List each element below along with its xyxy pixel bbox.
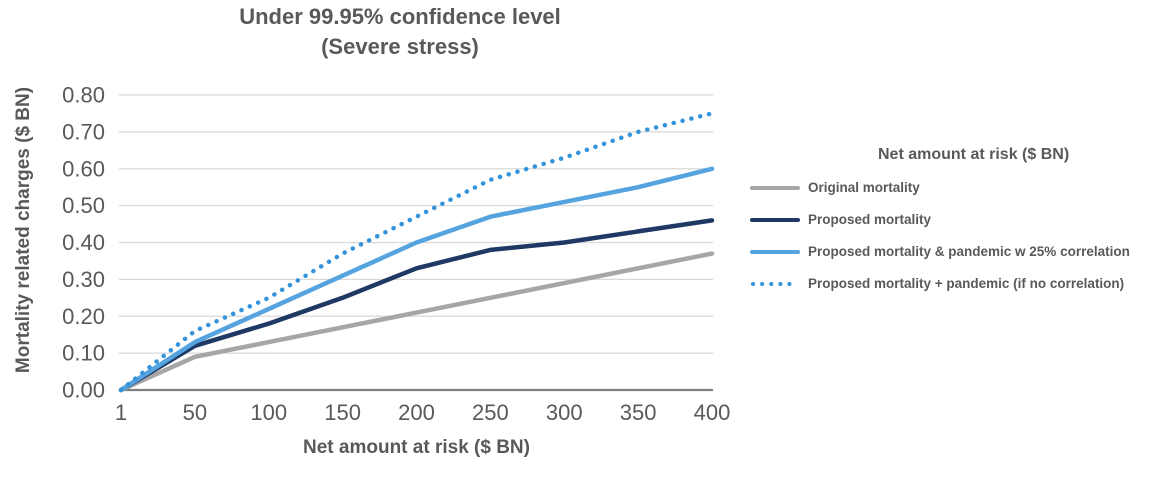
series-line-0 [118, 251, 715, 393]
legend-swatch-line-icon [750, 217, 800, 222]
y-tick-label: 0.50 [62, 193, 105, 218]
y-tick-label: 0.80 [62, 83, 105, 108]
legend-item: Original mortality [750, 180, 1155, 195]
y-tick-label: 0.00 [62, 378, 105, 403]
x-tick-label: 300 [546, 400, 583, 425]
legend-title: Net amount at risk ($ BN) [878, 146, 1070, 163]
y-tick-label: 0.70 [62, 119, 105, 144]
y-tick-label: 0.10 [62, 341, 105, 366]
x-tick-label: 400 [694, 400, 731, 425]
legend-swatch-line-icon [750, 249, 800, 254]
x-tick-label: 250 [472, 400, 509, 425]
y-tick-label: 0.30 [62, 267, 105, 292]
legend-item: Proposed mortality [750, 212, 1155, 227]
plot-area: 0.000.100.200.300.400.500.600.700.801 50 1… [62, 83, 731, 426]
legend: Net amount at risk ($ BN) Original morta… [750, 146, 1155, 308]
x-tick-label: 100 [250, 400, 287, 425]
x-tick-label: 350 [620, 400, 657, 425]
legend-item-label: Proposed mortality + pandemic (if no cor… [808, 276, 1125, 291]
series-line-1 [118, 218, 715, 393]
x-axis-title: Net amount at risk ($ BN) [303, 437, 530, 458]
x-tick-label: 50 [183, 400, 207, 425]
x-tick-label: 200 [398, 400, 435, 425]
legend-item: Proposed mortality & pandemic w 25% corr… [750, 244, 1155, 259]
legend-item-label: Proposed mortality [808, 212, 932, 227]
series-line-2 [118, 166, 715, 393]
chart-title: Under 99.95% confidence level (Severe st… [30, 2, 770, 62]
legend-item: Proposed mortality + pandemic (if no cor… [750, 276, 1155, 291]
series-line-3 [118, 111, 715, 393]
chart-title-line2: (Severe stress) [321, 34, 479, 59]
x-tick-label: 1 [115, 400, 127, 425]
chart-title-line1: Under 99.95% confidence level [239, 4, 561, 29]
legend-swatch-dotted-line-icon [751, 281, 800, 286]
legend-item-label: Proposed mortality & pandemic w 25% corr… [808, 244, 1130, 259]
legend-swatch-line-icon [750, 185, 800, 190]
y-tick-label: 0.40 [62, 230, 105, 255]
x-tick-label: 150 [324, 400, 361, 425]
legend-item-label: Original mortality [808, 180, 920, 195]
y-tick-label: 0.60 [62, 156, 105, 181]
y-tick-label: 0.20 [62, 304, 105, 329]
